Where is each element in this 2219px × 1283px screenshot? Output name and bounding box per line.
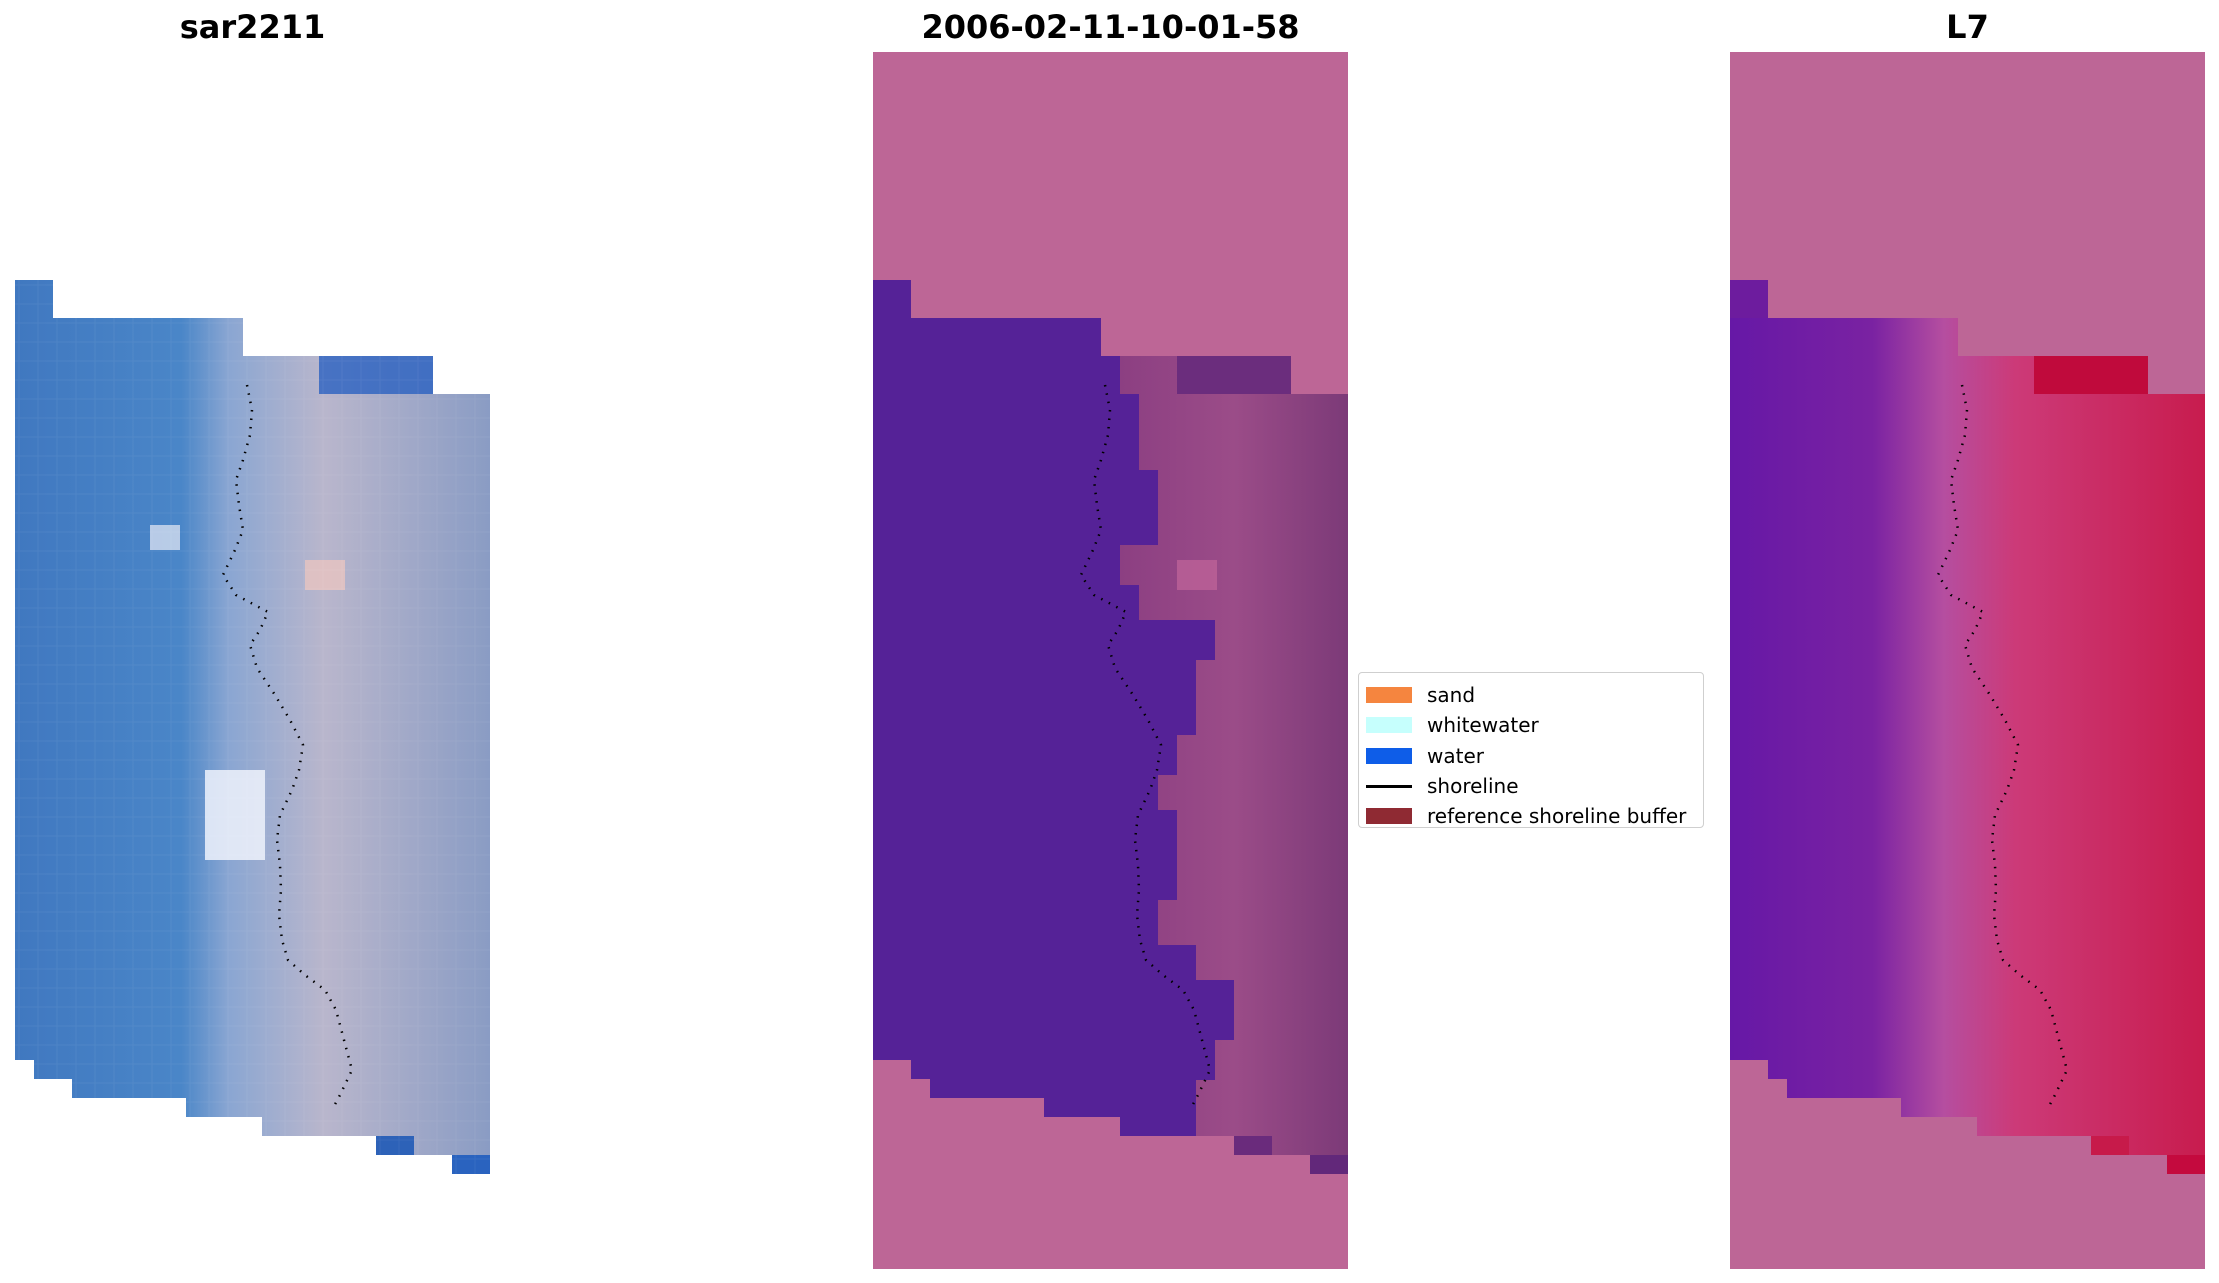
legend: sand whitewater water shoreline referenc… — [1358, 672, 1704, 828]
legend-label-sand: sand — [1427, 683, 1476, 708]
legend-item-sand: sand — [1359, 680, 1703, 710]
legend-label-whitewater: whitewater — [1427, 713, 1539, 738]
legend-label-reference-buffer: reference shoreline buffer — [1427, 804, 1687, 829]
shoreline-left — [221, 384, 354, 1111]
sand-swatch — [1366, 687, 1412, 704]
legend-item-water: water — [1359, 741, 1703, 771]
legend-item-whitewater: whitewater — [1359, 710, 1703, 740]
panel-title-middle: 2006-02-11-10-01-58 — [921, 8, 1300, 46]
legend-item-reference-buffer: reference shoreline buffer — [1359, 801, 1703, 831]
shoreline-middle — [1079, 384, 1212, 1111]
shoreline-swatch — [1366, 784, 1412, 788]
shoreline-right — [1936, 384, 2069, 1111]
probability-footprint-right — [1730, 280, 2205, 1174]
reference-buffer-swatch — [1366, 808, 1412, 825]
panel-title-right: L7 — [1946, 8, 1989, 46]
legend-item-shoreline: shoreline — [1359, 771, 1703, 801]
legend-label-shoreline: shoreline — [1427, 774, 1519, 799]
water-swatch — [1366, 747, 1412, 764]
rgb-image-footprint — [15, 280, 505, 1180]
whitewater-swatch — [1366, 717, 1412, 734]
legend-label-water: water — [1427, 743, 1484, 768]
water-region-middle — [873, 280, 1234, 1136]
panel-title-left: sar2211 — [179, 8, 326, 46]
